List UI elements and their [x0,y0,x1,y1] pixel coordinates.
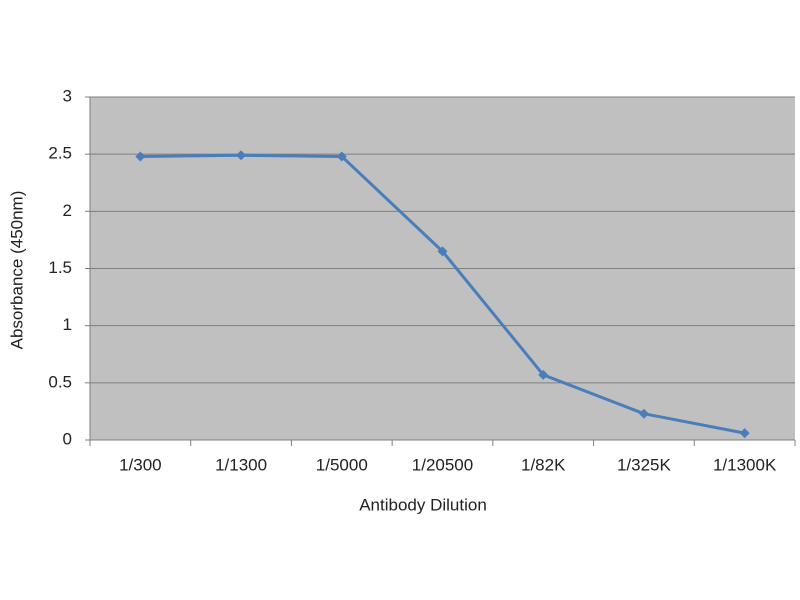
y-axis-title: Absorbance (450nm) [7,191,26,350]
x-tick-label: 1/20500 [412,455,473,474]
x-tick-label: 1/1300K [713,455,777,474]
y-tick-label: 2.5 [48,144,72,163]
data-point [538,369,549,380]
data-point [437,246,448,257]
data-point [336,151,347,162]
data-point [638,408,649,419]
y-tick-label: 0 [63,429,72,448]
y-tick-label: 0.5 [48,372,72,391]
x-tick-label: 1/300 [119,455,162,474]
y-tick-label: 1.5 [48,258,72,277]
x-tick-label: 1/82K [521,455,566,474]
x-tick-label: 1/325K [617,455,672,474]
y-tick-label: 3 [63,86,72,105]
data-point [739,428,750,439]
data-point [236,150,247,161]
x-tick-label: 1/1300 [215,455,267,474]
y-tick-label: 1 [63,315,72,334]
x-tick-label: 1/5000 [316,455,368,474]
y-tick-label: 2 [63,201,72,220]
x-axis-title: Antibody Dilution [359,495,487,514]
data-point [135,151,146,162]
